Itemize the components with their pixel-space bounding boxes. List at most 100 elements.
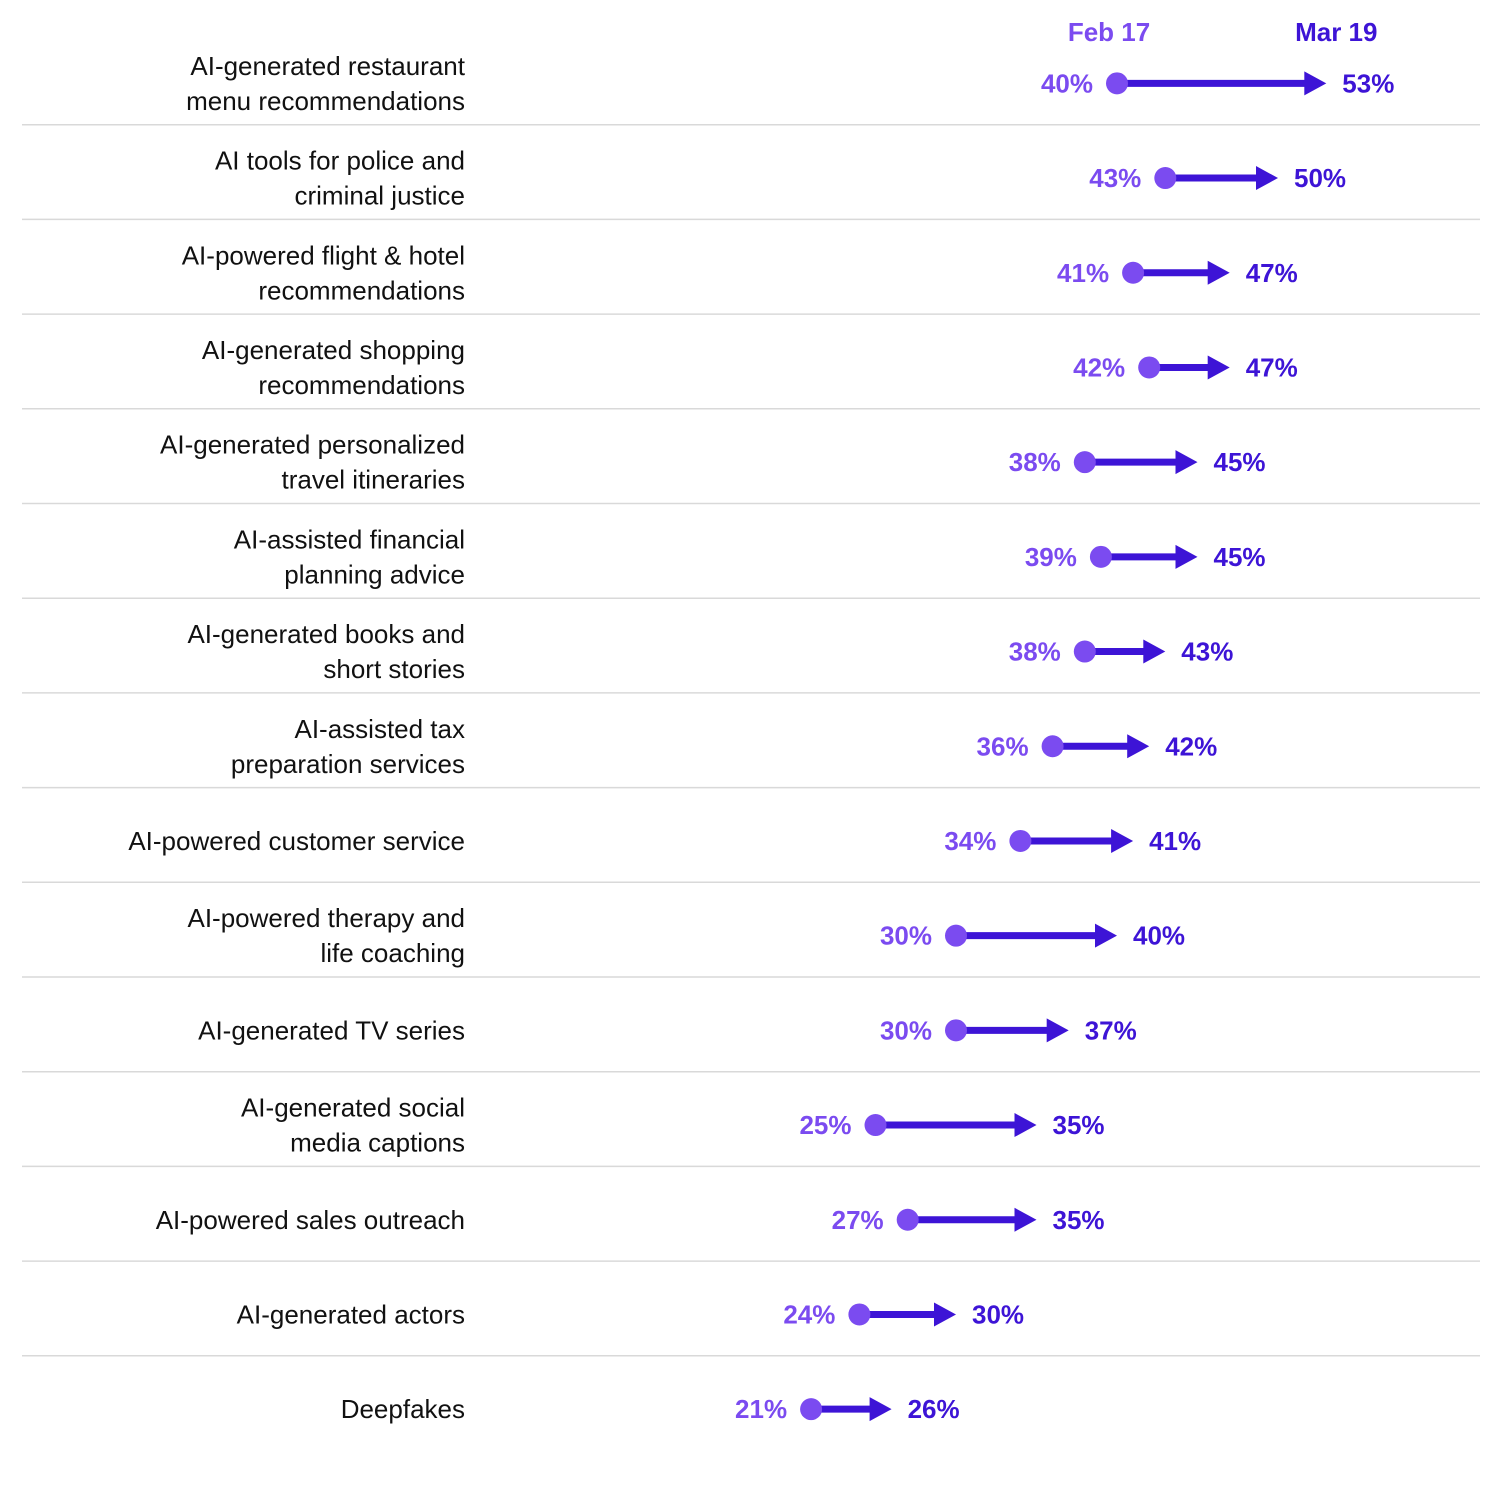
start-dot — [1106, 72, 1128, 94]
start-dot — [1154, 167, 1176, 189]
end-value-label: 41% — [1149, 826, 1201, 856]
arrow-head-icon — [870, 1397, 892, 1421]
chart-row: Deepfakes 21% 26% — [341, 1394, 960, 1424]
category-label: preparation services — [231, 749, 465, 779]
arrow-head-icon — [934, 1302, 956, 1326]
arrow-head-icon — [1208, 261, 1230, 285]
category-label: AI-generated shopping — [202, 335, 465, 365]
start-dot — [1138, 356, 1160, 378]
chart-row: AI-generated personalized travel itinerar… — [22, 430, 1480, 504]
category-label: menu recommendations — [186, 86, 465, 116]
arrow-head-icon — [1176, 450, 1198, 474]
chart-row: AI-powered flight & hotel recommendations… — [22, 240, 1480, 314]
category-label: AI-powered customer service — [128, 826, 465, 856]
category-label: AI-generated restaurant — [190, 51, 465, 81]
end-value-label: 26% — [908, 1394, 960, 1424]
chart-row: AI-assisted tax preparation services 36% 42… — [22, 714, 1480, 788]
category-label: AI-powered therapy and — [187, 903, 465, 933]
category-label: AI-assisted tax — [294, 714, 465, 744]
arrow-head-icon — [1208, 355, 1230, 379]
chart-row: AI-generated actors 24% 30% — [22, 1299, 1480, 1355]
chart-row: AI-generated books and short stories 38% 43… — [22, 619, 1480, 693]
dumbbell-chart: Feb 17 Mar 19 AI-generated restaurant men… — [0, 0, 1500, 1500]
end-value-label: 35% — [1053, 1110, 1105, 1140]
category-label: Deepfakes — [341, 1394, 465, 1424]
category-label: criminal justice — [295, 181, 466, 211]
category-label: media captions — [290, 1128, 465, 1158]
start-dot — [848, 1303, 870, 1325]
chart-row: AI-powered sales outreach 27% 35% — [22, 1205, 1480, 1261]
start-value-label: 43% — [1089, 163, 1141, 193]
end-value-label: 30% — [972, 1299, 1024, 1329]
start-value-label: 25% — [799, 1110, 851, 1140]
chart-row: AI tools for police and criminal justice 4… — [22, 146, 1480, 220]
legend-mar-19: Mar 19 — [1295, 17, 1377, 47]
end-value-label: 45% — [1214, 447, 1266, 477]
category-label: recommendations — [258, 275, 465, 305]
end-value-label: 37% — [1085, 1015, 1137, 1045]
chart-row: AI-powered customer service 34% 41% — [22, 826, 1480, 882]
start-dot — [1074, 451, 1096, 473]
start-value-label: 30% — [880, 921, 932, 951]
start-value-label: 36% — [977, 731, 1029, 761]
end-value-label: 42% — [1165, 731, 1217, 761]
start-dot — [800, 1398, 822, 1420]
end-value-label: 50% — [1294, 163, 1346, 193]
chart-row: AI-powered therapy and life coaching 30% 40… — [22, 903, 1480, 977]
category-label: AI-assisted financial — [234, 524, 465, 554]
start-value-label: 34% — [944, 826, 996, 856]
chart-row: AI-generated social media captions 25% 35% — [22, 1093, 1480, 1167]
start-value-label: 21% — [735, 1394, 787, 1424]
category-label: AI-generated social — [241, 1093, 465, 1123]
end-value-label: 53% — [1342, 68, 1394, 98]
category-label: AI-generated books and — [187, 619, 465, 649]
category-label: AI-generated actors — [237, 1299, 465, 1329]
legend-feb-17: Feb 17 — [1068, 17, 1150, 47]
category-label: AI tools for police and — [215, 146, 465, 176]
end-value-label: 43% — [1181, 637, 1233, 667]
arrow-head-icon — [1176, 545, 1198, 569]
arrow-head-icon — [1127, 734, 1149, 758]
arrow-head-icon — [1111, 829, 1133, 853]
start-value-label: 27% — [832, 1205, 884, 1235]
arrow-head-icon — [1015, 1208, 1037, 1232]
end-value-label: 35% — [1053, 1205, 1105, 1235]
end-value-label: 40% — [1133, 921, 1185, 951]
arrow-head-icon — [1304, 71, 1326, 95]
chart-row: AI-generated restaurant menu recommendati… — [22, 51, 1480, 125]
start-dot — [945, 1019, 967, 1041]
start-value-label: 41% — [1057, 258, 1109, 288]
start-value-label: 39% — [1025, 542, 1077, 572]
category-label: life coaching — [320, 938, 465, 968]
chart-row: AI-generated shopping recommendations 42% 4… — [22, 335, 1480, 409]
arrow-head-icon — [1047, 1018, 1069, 1042]
category-label: recommendations — [258, 370, 465, 400]
start-value-label: 40% — [1041, 68, 1093, 98]
end-value-label: 45% — [1214, 542, 1266, 572]
arrow-head-icon — [1256, 166, 1278, 190]
arrow-head-icon — [1143, 640, 1165, 664]
category-label: planning advice — [284, 559, 465, 589]
start-dot — [897, 1209, 919, 1231]
category-label: AI-powered flight & hotel — [182, 240, 465, 270]
chart-row: AI-generated TV series30%37% — [22, 1015, 1480, 1071]
end-value-label: 47% — [1246, 352, 1298, 382]
category-label: travel itineraries — [281, 465, 465, 495]
category-label: AI-generated personalized — [160, 430, 465, 460]
start-value-label: 38% — [1009, 637, 1061, 667]
start-value-label: 42% — [1073, 352, 1125, 382]
category-label: short stories — [323, 654, 465, 684]
end-value-label: 47% — [1246, 258, 1298, 288]
category-label: AI-generated TV series — [198, 1015, 465, 1045]
chart-row: AI-assisted financial planning advice 39% 4… — [22, 524, 1480, 598]
start-dot — [1009, 830, 1031, 852]
start-value-label: 24% — [783, 1299, 835, 1329]
category-label: AI-powered sales outreach — [156, 1205, 465, 1235]
start-dot — [1090, 546, 1112, 568]
arrow-head-icon — [1015, 1113, 1037, 1137]
start-dot — [1122, 262, 1144, 284]
chart-rows: AI-generated restaurant menu recommendati… — [22, 51, 1480, 1424]
arrow-head-icon — [1095, 924, 1117, 948]
start-dot — [865, 1114, 887, 1136]
start-dot — [945, 925, 967, 947]
